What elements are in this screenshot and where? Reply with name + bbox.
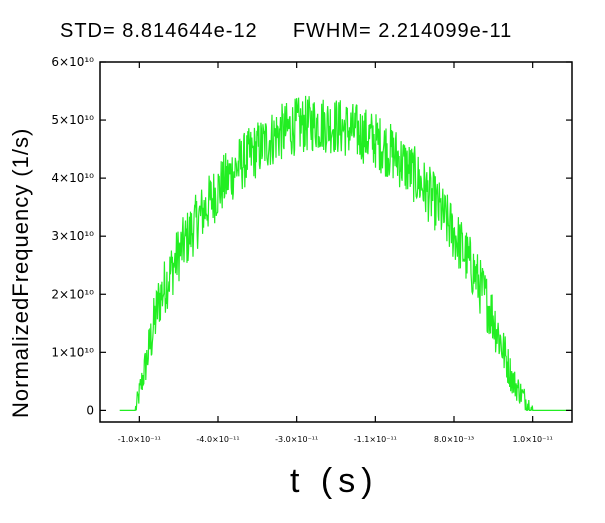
y-tick-label: 2×10¹⁰ [51, 287, 94, 301]
series-group [119, 95, 572, 411]
x-ticks: -1.0×10⁻¹¹ -4.0×10⁻¹¹ -3.0×10⁻¹¹ -1.1×10⁻¹¹… [118, 62, 553, 444]
x-tick-label: 8.0×10⁻¹³ [434, 435, 474, 444]
y-tick-label: 6×10¹⁰ [51, 55, 94, 69]
x-tick-label: -1.0×10⁻¹¹ [118, 435, 161, 444]
x-tick-label: -1.1×10⁻¹¹ [354, 435, 397, 444]
y-tick-label: 1×10¹⁰ [51, 345, 94, 359]
y-tick-label: 4×10¹⁰ [51, 171, 94, 185]
y-tick-label: 3×10¹⁰ [51, 229, 94, 243]
std-label: STD= 8.814644e-12 [60, 20, 258, 42]
chart-title: STD= 8.814644e-12 FWHM= 2.214099e-11 [60, 20, 590, 50]
x-axis-label: t (s) [290, 462, 379, 500]
y-tick-label: 0 [86, 403, 94, 417]
y-ticks: 0 1×10¹⁰ 2×10¹⁰ 3×10¹⁰ 4×10¹⁰ 5×10¹⁰ 6×10¹⁰ [51, 55, 572, 417]
fwhm-label: FWHM= 2.214099e-11 [292, 20, 513, 42]
y-tick-label: 5×10¹⁰ [51, 113, 94, 127]
x-tick-label: -4.0×10⁻¹¹ [196, 435, 239, 444]
series-line [119, 95, 572, 411]
x-tick-label: -3.0×10⁻¹¹ [275, 435, 318, 444]
plot-border [99, 61, 573, 423]
x-tick-label: 1.0×10⁻¹¹ [513, 435, 553, 444]
plot-frame [99, 61, 573, 423]
